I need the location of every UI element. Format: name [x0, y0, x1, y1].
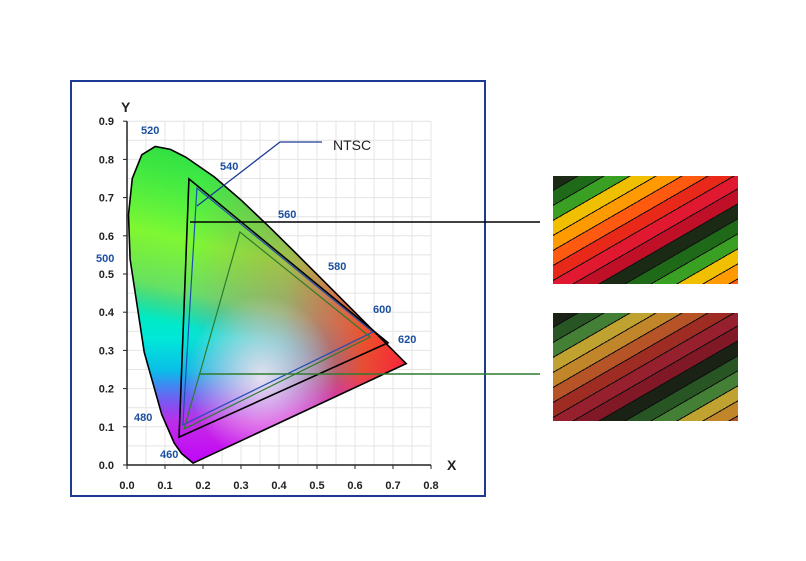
ntsc-gamut-triangle [182, 186, 374, 426]
wavelength-label-600: 600 [373, 304, 391, 316]
wide-gamut-pencils-photo [553, 176, 738, 284]
y-tick-label: 0.1 [99, 422, 114, 434]
wavelength-label-460: 460 [160, 449, 178, 461]
y-tick-label: 0.9 [99, 116, 114, 128]
x-tick-label: 0.1 [157, 480, 172, 492]
x-tick-label: 0.3 [233, 480, 248, 492]
wavelength-label-580: 580 [328, 261, 346, 273]
ntsc-pointer-line [196, 141, 322, 207]
x-tick-label: 0.4 [271, 480, 287, 492]
wavelength-label-500: 500 [96, 253, 114, 265]
wavelength-label-540: 540 [220, 161, 238, 173]
x-tick-label: 0.8 [423, 480, 438, 492]
standard-gamut-pencils-photo [553, 313, 738, 421]
y-tick-label: 0.8 [99, 154, 114, 166]
x-tick-label: 0.0 [119, 480, 134, 492]
diagram-frame [70, 80, 486, 497]
x-tick-label: 0.2 [195, 480, 210, 492]
standard-gamut-triangle [183, 230, 372, 431]
x-tick-label: 0.7 [385, 480, 400, 492]
y-tick-label: 0.7 [99, 193, 114, 205]
y-tick-label: 0.5 [99, 269, 114, 281]
x-tick-label: 0.6 [347, 480, 362, 492]
wavelength-label-560: 560 [278, 209, 296, 221]
y-tick-label: 0.3 [99, 345, 114, 357]
y-tick-label: 0.2 [99, 384, 114, 396]
y-tick-label: 0.0 [99, 460, 114, 472]
x-axis-label: X [447, 457, 457, 473]
wavelength-label-620: 620 [398, 334, 416, 346]
spectral-locus-outline [127, 145, 408, 465]
wavelength-label-520: 520 [141, 125, 159, 137]
y-tick-label: 0.4 [99, 307, 115, 319]
wide-gamut-triangle [178, 177, 390, 439]
y-tick-label: 0.6 [99, 231, 114, 243]
x-tick-label: 0.5 [309, 480, 324, 492]
ntsc-label: NTSC [333, 137, 371, 153]
y-axis-label: Y [121, 99, 131, 115]
wavelength-label-480: 480 [134, 412, 152, 424]
